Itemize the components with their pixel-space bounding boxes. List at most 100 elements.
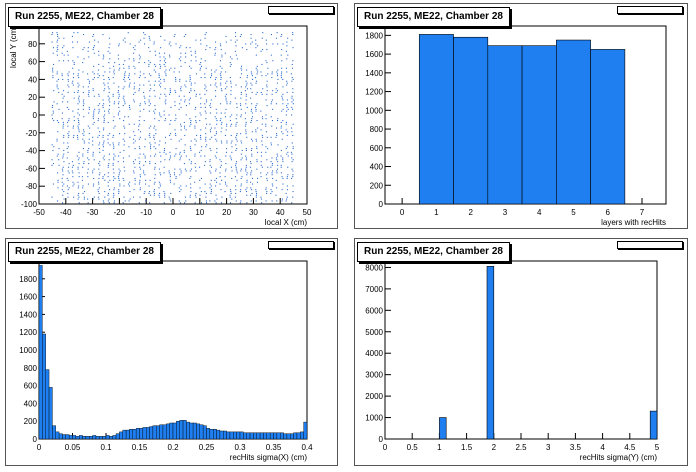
scatter-point bbox=[240, 177, 242, 179]
scatter-point bbox=[267, 172, 269, 174]
scatter-point bbox=[210, 69, 212, 71]
scatter-point bbox=[168, 114, 170, 116]
scatter-point bbox=[134, 148, 136, 150]
scatter-point bbox=[246, 194, 248, 196]
scatter-point bbox=[123, 149, 125, 151]
scatter-point bbox=[219, 43, 221, 45]
scatter-point bbox=[211, 73, 213, 75]
scatter-point bbox=[226, 123, 228, 125]
scatter-point bbox=[220, 131, 222, 133]
scatter-point bbox=[103, 142, 105, 144]
scatter-point bbox=[245, 170, 247, 172]
scatter-point bbox=[103, 140, 105, 142]
bar bbox=[487, 45, 523, 205]
scatter-point bbox=[118, 172, 120, 174]
scatter-point bbox=[62, 125, 64, 127]
scatter-point bbox=[99, 103, 101, 105]
scatter-point bbox=[216, 120, 218, 122]
scatter-point bbox=[178, 95, 180, 97]
scatter-point bbox=[138, 41, 140, 43]
scatter-point bbox=[185, 34, 187, 36]
scatter-point bbox=[168, 43, 170, 45]
scatter-point bbox=[255, 106, 257, 108]
scatter-point bbox=[245, 86, 247, 88]
scatter-point bbox=[280, 121, 282, 123]
y-tick-label: 40 bbox=[28, 75, 37, 84]
histogram-bin bbox=[189, 422, 194, 440]
scatter-point bbox=[250, 172, 252, 174]
scatter-point bbox=[204, 60, 206, 62]
scatter-point bbox=[138, 146, 140, 148]
scatter-point bbox=[128, 200, 130, 202]
scatter-point bbox=[252, 116, 254, 118]
scatter-point bbox=[63, 149, 65, 151]
scatter-point bbox=[92, 170, 94, 172]
scatter-point bbox=[61, 75, 63, 77]
histogram-bin bbox=[89, 436, 93, 440]
scatter-point bbox=[164, 142, 166, 144]
scatter-point bbox=[150, 194, 152, 196]
scatter-point bbox=[114, 62, 116, 64]
scatter-point bbox=[63, 95, 65, 97]
scatter-point bbox=[168, 159, 170, 161]
scatter-point bbox=[241, 47, 243, 49]
scatter-point bbox=[260, 176, 262, 178]
scatter-point bbox=[292, 78, 294, 80]
scatter-point bbox=[92, 116, 94, 118]
scatter-point bbox=[194, 138, 196, 140]
bar-layers-chart: 0 1 2 3 4 5 6 702004006008001000120014001600180… bbox=[365, 25, 667, 227]
scatter-point bbox=[286, 134, 288, 136]
scatter-point bbox=[107, 192, 109, 194]
bar bbox=[521, 45, 557, 205]
scatter-point bbox=[87, 151, 89, 153]
scatter-point bbox=[133, 138, 135, 140]
y-tick-label: 1000 bbox=[365, 106, 383, 115]
scatter-point bbox=[245, 164, 247, 166]
scatter-point bbox=[108, 112, 110, 114]
scatter-point bbox=[61, 52, 63, 54]
scatter-point bbox=[118, 95, 120, 97]
scatter-point bbox=[134, 179, 136, 181]
scatter-point bbox=[219, 60, 221, 62]
scatter-point bbox=[148, 60, 150, 62]
scatter-point bbox=[164, 192, 166, 194]
scatter-point bbox=[276, 187, 278, 189]
scatter-point bbox=[265, 60, 267, 62]
scatter-point bbox=[160, 35, 162, 37]
scatter-point bbox=[144, 146, 146, 148]
scatter-point bbox=[256, 192, 258, 194]
scatter-point bbox=[205, 127, 207, 129]
scatter-point bbox=[240, 170, 242, 172]
scatter-point bbox=[266, 177, 268, 179]
scatter-point bbox=[236, 172, 238, 174]
scatter-point bbox=[231, 170, 233, 172]
scatter-point bbox=[235, 84, 237, 86]
scatter-point bbox=[240, 116, 242, 118]
scatter-point bbox=[68, 163, 70, 165]
scatter-point bbox=[107, 172, 109, 174]
scatter-point bbox=[82, 133, 84, 135]
scatter-point bbox=[154, 105, 156, 107]
pad-sigma-y: 0 0.5 1 1.5 2 2.5 3 3.5 4 4.5 5 0 1000 2000 3000 4000 50… bbox=[354, 238, 688, 466]
scatter-point bbox=[128, 185, 130, 187]
scatter-point bbox=[270, 54, 272, 56]
scatter-point bbox=[118, 69, 120, 71]
scatter-point bbox=[118, 191, 120, 193]
scatter-point bbox=[246, 82, 248, 84]
scatter-point bbox=[286, 91, 288, 93]
histogram-bin bbox=[269, 432, 274, 440]
scatter-point bbox=[112, 179, 114, 181]
y-tick-label: 1800 bbox=[365, 31, 383, 40]
scatter-point bbox=[286, 58, 288, 60]
scatter-point bbox=[194, 52, 196, 54]
scatter-point bbox=[239, 191, 241, 193]
scatter-point bbox=[184, 202, 186, 204]
scatter-point bbox=[220, 189, 222, 191]
scatter-point bbox=[62, 157, 64, 159]
x-tick-label: 0.1 bbox=[100, 443, 112, 452]
scatter-point bbox=[108, 77, 110, 79]
scatter-point bbox=[58, 108, 60, 110]
scatter-point bbox=[57, 200, 59, 202]
scatter-point bbox=[52, 105, 54, 107]
scatter-point bbox=[134, 91, 136, 93]
